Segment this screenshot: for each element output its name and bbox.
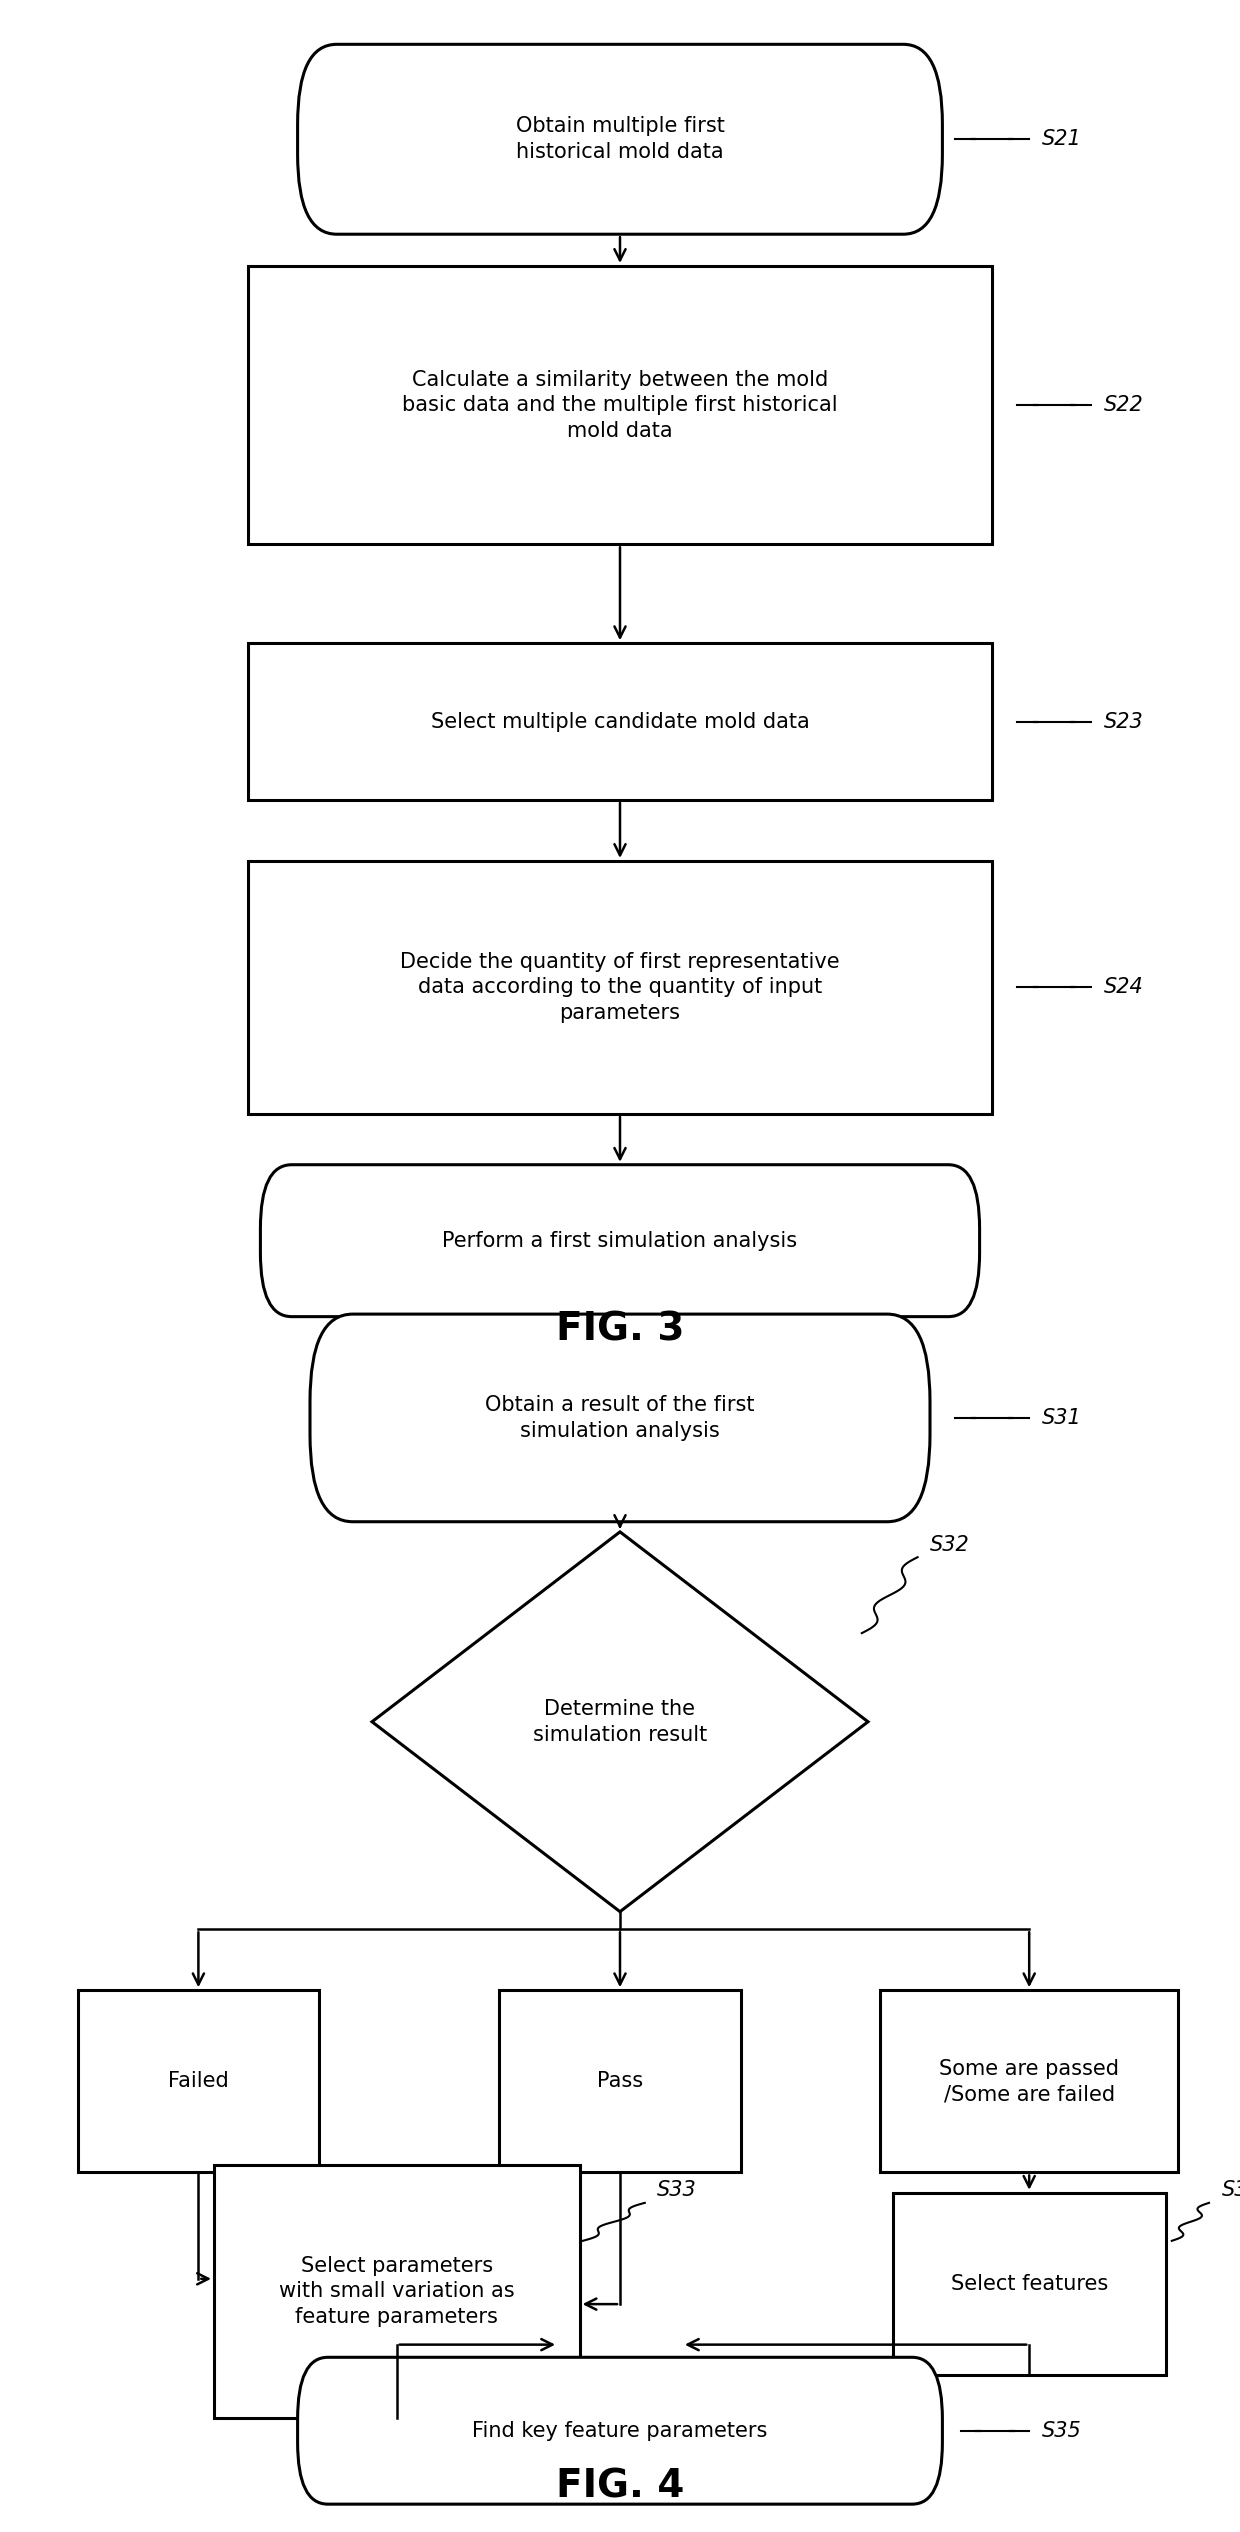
Text: Perform a first simulation analysis: Perform a first simulation analysis — [443, 1231, 797, 1251]
FancyBboxPatch shape — [298, 46, 942, 235]
Bar — [880, 1990, 1178, 2172]
Text: S32: S32 — [930, 1534, 970, 1555]
Text: Obtain multiple first
historical mold data: Obtain multiple first historical mold da… — [516, 116, 724, 162]
Text: Select parameters
with small variation as
feature parameters: Select parameters with small variation a… — [279, 2256, 515, 2327]
Text: S31: S31 — [1042, 1408, 1081, 1428]
Bar — [215, 2165, 580, 2418]
Bar — [248, 861, 992, 1114]
Text: S34: S34 — [1221, 2180, 1240, 2200]
Bar — [893, 2193, 1166, 2375]
FancyBboxPatch shape — [298, 2357, 942, 2504]
Text: Some are passed
/Some are failed: Some are passed /Some are failed — [939, 2059, 1120, 2104]
Text: S35: S35 — [1042, 2421, 1081, 2441]
Text: S33: S33 — [657, 2180, 697, 2200]
FancyBboxPatch shape — [260, 1165, 980, 1317]
Bar — [498, 1990, 740, 2172]
FancyBboxPatch shape — [310, 1314, 930, 1522]
Text: S22: S22 — [1104, 395, 1143, 415]
Text: Calculate a similarity between the mold
basic data and the multiple first histor: Calculate a similarity between the mold … — [402, 370, 838, 441]
Text: S23: S23 — [1104, 711, 1143, 732]
Text: Pass: Pass — [596, 2071, 644, 2091]
Bar — [248, 643, 992, 800]
Bar — [77, 1990, 320, 2172]
Bar — [248, 266, 992, 544]
Text: Select multiple candidate mold data: Select multiple candidate mold data — [430, 711, 810, 732]
Text: S24: S24 — [1104, 977, 1143, 998]
Polygon shape — [372, 1532, 868, 1912]
Text: FIG. 3: FIG. 3 — [556, 1309, 684, 1350]
Text: Determine the
simulation result: Determine the simulation result — [533, 1699, 707, 1745]
Text: Failed: Failed — [169, 2071, 228, 2091]
Text: Find key feature parameters: Find key feature parameters — [472, 2421, 768, 2441]
Text: S21: S21 — [1042, 129, 1081, 149]
Text: Select features: Select features — [951, 2274, 1107, 2294]
Text: Decide the quantity of first representative
data according to the quantity of in: Decide the quantity of first representat… — [401, 952, 839, 1023]
Text: FIG. 4: FIG. 4 — [556, 2466, 684, 2507]
Text: Obtain a result of the first
simulation analysis: Obtain a result of the first simulation … — [485, 1395, 755, 1441]
